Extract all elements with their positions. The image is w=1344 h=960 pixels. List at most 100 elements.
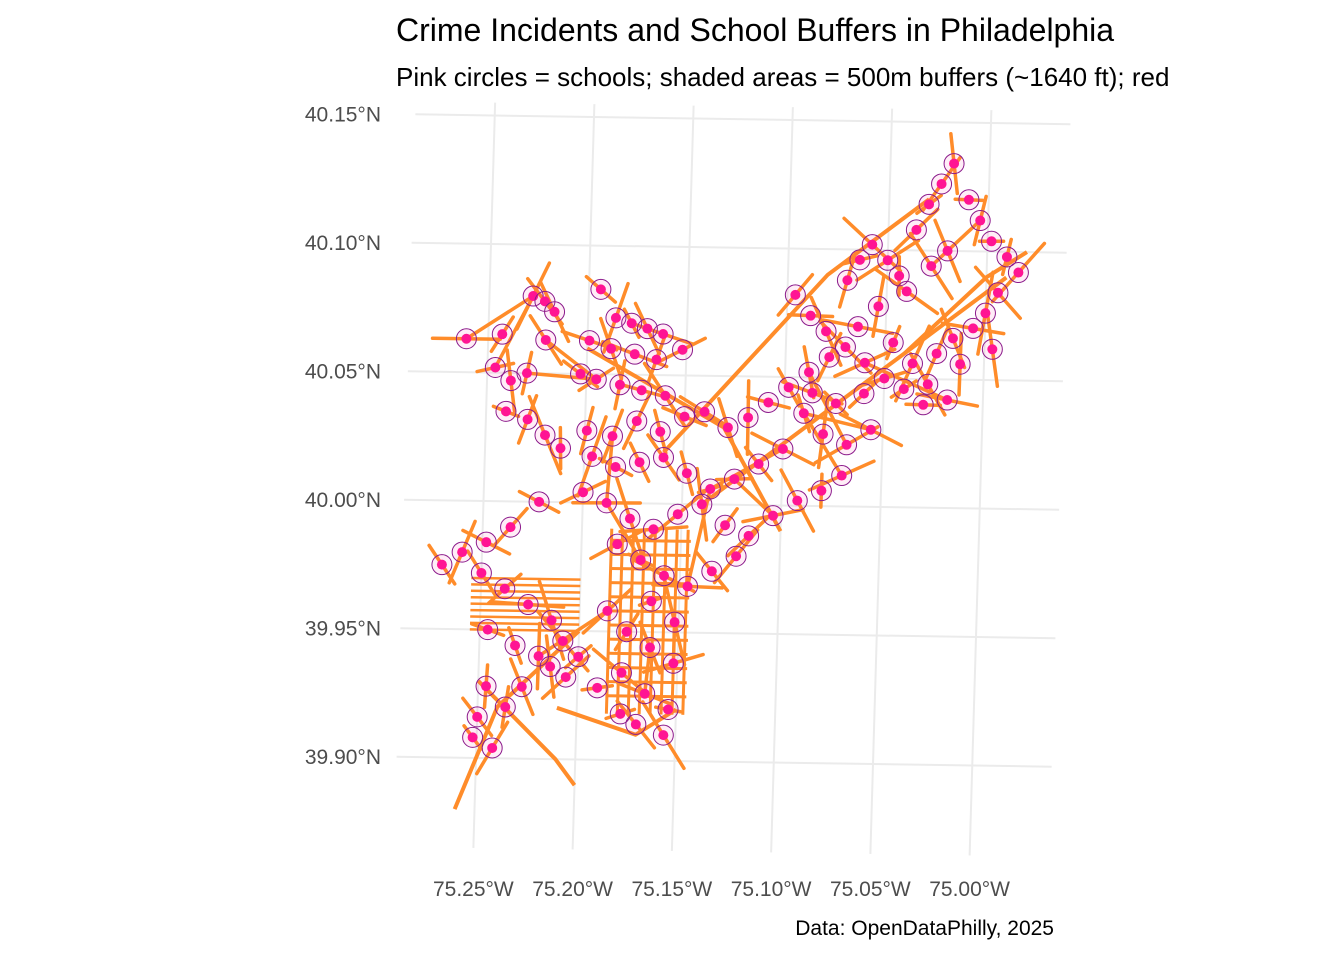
- school-point: [521, 368, 532, 379]
- school-point: [720, 520, 731, 531]
- school-point: [592, 682, 603, 693]
- school-point: [807, 387, 818, 398]
- crime-segment: [525, 371, 599, 382]
- school-point: [663, 704, 674, 715]
- school-point: [879, 373, 890, 384]
- school-point: [987, 344, 998, 355]
- school-point: [587, 451, 598, 462]
- data-source-caption: Data: OpenDataPhilly, 2025: [795, 917, 1054, 940]
- longitude-tick-label: 75.00°W: [929, 878, 1010, 901]
- school-point: [901, 286, 912, 297]
- school-point: [1001, 251, 1012, 262]
- school-point: [516, 681, 527, 692]
- school-point: [986, 236, 997, 247]
- school-point: [672, 509, 683, 520]
- school-point: [803, 367, 814, 378]
- school-point: [682, 581, 693, 592]
- longitude-tick-label: 75.20°W: [532, 878, 613, 901]
- school-point: [942, 245, 953, 256]
- school-point: [614, 379, 625, 390]
- school-point: [497, 329, 508, 340]
- school-point: [729, 474, 740, 485]
- school-point: [706, 566, 717, 577]
- school-point: [545, 661, 556, 672]
- crime-segment: [659, 529, 668, 715]
- school-point: [635, 554, 646, 565]
- crime-segment: [648, 529, 657, 715]
- crime-segment: [626, 528, 636, 715]
- school-point: [783, 382, 794, 393]
- school-point: [510, 640, 521, 651]
- school-point: [629, 349, 640, 360]
- school-point: [898, 384, 909, 395]
- school-point: [858, 388, 869, 399]
- latitude-gridline: [396, 755, 1052, 768]
- school-point: [655, 426, 666, 437]
- school-point: [658, 329, 669, 340]
- school-point: [575, 368, 586, 379]
- school-point: [888, 337, 899, 348]
- school-point: [659, 570, 670, 581]
- school-point: [546, 615, 557, 626]
- school-point: [882, 255, 893, 266]
- school-point: [648, 524, 659, 535]
- school-point: [505, 522, 516, 533]
- school-point: [924, 199, 935, 210]
- school-point: [624, 513, 635, 524]
- crime-segment: [464, 294, 535, 341]
- longitude-tick-label: 75.05°W: [830, 878, 911, 901]
- school-point: [922, 379, 933, 390]
- school-point: [753, 459, 764, 470]
- school-point: [540, 430, 550, 441]
- school-point: [591, 374, 602, 385]
- school-point: [743, 412, 754, 423]
- school-point: [926, 261, 937, 272]
- school-point: [472, 711, 483, 722]
- crime-segment: [615, 528, 625, 714]
- school-point: [436, 559, 447, 570]
- school-point: [457, 547, 468, 558]
- longitude-tick-label: 75.25°W: [433, 878, 514, 901]
- school-point: [630, 719, 641, 730]
- school-point: [955, 359, 966, 370]
- school-point: [645, 642, 656, 653]
- school-point: [646, 596, 657, 607]
- school-point: [669, 617, 680, 628]
- school-point: [482, 624, 493, 635]
- longitude-tick-label: 75.15°W: [631, 878, 712, 901]
- crime-segment: [802, 411, 873, 432]
- schools-layer: [431, 153, 1029, 759]
- school-point: [798, 408, 809, 419]
- school-point: [790, 289, 801, 300]
- school-point: [894, 270, 905, 281]
- school-point: [907, 358, 918, 369]
- school-point: [942, 395, 953, 406]
- school-point: [615, 708, 626, 719]
- school-point: [467, 732, 478, 743]
- school-point: [636, 385, 647, 396]
- school-point: [490, 362, 501, 373]
- school-point: [499, 583, 510, 594]
- school-point: [522, 414, 533, 425]
- map-title: Crime Incidents and School Buffers in Ph…: [396, 12, 1115, 48]
- crime-segment: [536, 609, 610, 658]
- school-point: [992, 287, 1003, 298]
- crime-segment: [470, 595, 580, 601]
- school-point: [481, 681, 492, 692]
- school-point: [584, 335, 595, 346]
- school-point: [918, 399, 929, 410]
- school-point: [696, 499, 707, 510]
- school-point: [540, 334, 551, 345]
- school-point: [481, 537, 492, 548]
- school-point: [534, 496, 545, 507]
- school-point: [975, 215, 986, 226]
- school-point: [681, 468, 692, 479]
- school-point: [607, 431, 618, 442]
- school-point: [677, 344, 688, 355]
- school-point: [621, 626, 632, 637]
- school-point: [505, 375, 516, 386]
- school-point: [841, 439, 852, 450]
- school-point: [658, 452, 669, 463]
- crime-segment: [493, 294, 535, 370]
- crime-segment: [929, 218, 982, 268]
